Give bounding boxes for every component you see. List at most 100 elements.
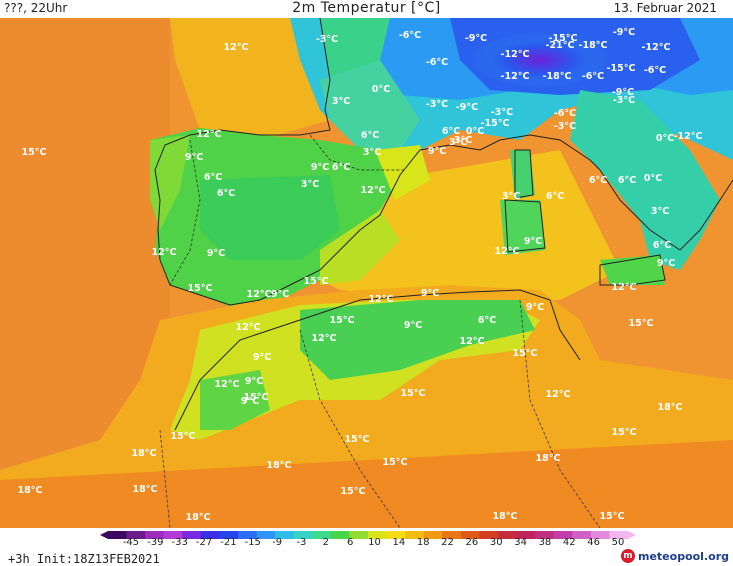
meteopool-icon: m [621, 549, 635, 563]
sahara-region [0, 440, 733, 528]
temperature-label: -15°C [549, 33, 578, 44]
temperature-label: 18°C [133, 484, 158, 495]
temperature-label: 3°C [363, 147, 381, 158]
temperature-label: 12°C [215, 379, 240, 390]
scale-color-step [293, 531, 313, 539]
temperature-label: -6°C [554, 108, 576, 119]
scale-color-step [200, 531, 220, 539]
scale-color-step [126, 531, 146, 539]
temperature-labels: 12°C-3°C -6°C -9°C -15°C-9°C-12°C-21°C -18°C… [18, 27, 703, 523]
temperature-label: 3°C [651, 206, 669, 217]
country-borders [159, 134, 601, 528]
temperature-label: 0°C [644, 173, 662, 184]
temperature-label: 3°C [454, 135, 472, 146]
temperature-label: 12°C [361, 185, 386, 196]
init-time: +3h Init:18Z13FEB2021 [8, 552, 160, 566]
temperature-label: 6°C [546, 191, 564, 202]
scale-color-step [516, 531, 536, 539]
temperature-label: 9°C [657, 258, 675, 269]
scale-color-step [460, 531, 480, 539]
scale-color-step [498, 531, 518, 539]
temperature-label: 9°C [428, 146, 446, 157]
scale-color-step [219, 531, 239, 539]
scale-tick-label: 46 [587, 537, 601, 548]
temperature-label: 9°C [271, 289, 289, 300]
temperature-label: 9°C [526, 302, 544, 313]
temperature-label: 9°C [253, 352, 271, 363]
temperature-label: 0°C [466, 126, 484, 137]
scale-tick-label: -27 [195, 537, 213, 548]
scale-color-step [553, 531, 573, 539]
scale-color-step [405, 531, 425, 539]
temperature-label: 9°C [524, 236, 542, 247]
temperature-label: 3°C [332, 96, 350, 107]
temperature-label: 9°C [207, 248, 225, 259]
scale-color-step [163, 531, 183, 539]
scale-tick-label: 34 [514, 537, 527, 548]
temperature-label: -3°C [426, 99, 448, 110]
valencia-region [320, 210, 400, 285]
temperature-map[interactable]: 12°C-3°C -6°C -9°C -15°C-9°C-12°C-21°C -18°C… [0, 18, 733, 528]
high-atlas-region [200, 370, 270, 430]
temperature-label: -6°C [426, 57, 448, 68]
color-scale-bar [100, 531, 636, 539]
scale-tick-label: -21 [220, 537, 237, 548]
temperature-label: 12°C [247, 289, 272, 300]
scale-tick-label: -3 [296, 537, 307, 548]
temperature-label: 15°C [244, 392, 269, 403]
temperature-label: 15°C [341, 486, 366, 497]
alps-core [470, 32, 610, 88]
brand-logo[interactable]: m meteopool.org [621, 547, 729, 565]
scale-color-step [535, 531, 555, 539]
temperature-label: 6°C [332, 162, 350, 173]
scale-tick-label: -45 [122, 537, 140, 548]
temperature-label: -12°C [642, 42, 671, 53]
temperature-label: 6°C [442, 126, 460, 137]
temperature-label: -12°C [501, 71, 530, 82]
atlas-green-region [300, 300, 535, 380]
scale-color-step [386, 531, 406, 539]
temperature-label: 15°C [330, 315, 355, 326]
temperature-label: -3°C [491, 107, 513, 118]
temperature-label: 9°C [311, 162, 329, 173]
temperature-label: 0°C [372, 84, 390, 95]
temperature-label: 6°C [653, 240, 671, 251]
temperature-label: -3°C [316, 34, 338, 45]
scale-color-step [479, 531, 499, 539]
temperature-label: 6°C [217, 188, 235, 199]
temperature-label: 12°C [495, 246, 520, 257]
scale-tick-label: 14 [392, 537, 406, 548]
temperature-label: -3°C [613, 95, 635, 106]
temperature-label: -9°C [613, 27, 635, 38]
scale-color-step [609, 531, 629, 539]
scale-color-step [275, 531, 295, 539]
temperature-label: 12°C [312, 333, 337, 344]
temperature-label: -12°C [501, 49, 530, 60]
temperature-label: -18°C [543, 71, 572, 82]
temperature-label: 12°C [236, 322, 261, 333]
temperature-label: 6°C [361, 130, 379, 141]
scale-tick-label: -39 [147, 537, 164, 548]
temperature-label: 18°C [18, 485, 43, 496]
scale-color-step [423, 531, 443, 539]
scale-tick-label: 26 [465, 537, 479, 548]
temperature-label: 12°C [152, 247, 177, 258]
meseta-region [200, 175, 340, 260]
temperature-label: -6°C [399, 30, 421, 41]
temperature-label: 3°C [449, 137, 467, 148]
italy-region [570, 90, 720, 270]
scale-tick-label: 38 [538, 537, 552, 548]
forecast-date: 13. Februar 2021 [613, 1, 717, 15]
temperature-label: 15°C [383, 457, 408, 468]
temperature-label: -9°C [465, 33, 487, 44]
scale-color-step [442, 531, 462, 539]
temperature-label: -9°C [612, 87, 634, 98]
temperature-label: -3°C [554, 121, 576, 132]
western-france-region [320, 18, 390, 80]
temperature-label: 15°C [401, 388, 426, 399]
forecast-time: ???, 22Uhr [4, 1, 68, 15]
scale-color-step [312, 531, 332, 539]
temperature-label: -15°C [481, 118, 510, 129]
scale-tick-label: 18 [416, 537, 430, 548]
